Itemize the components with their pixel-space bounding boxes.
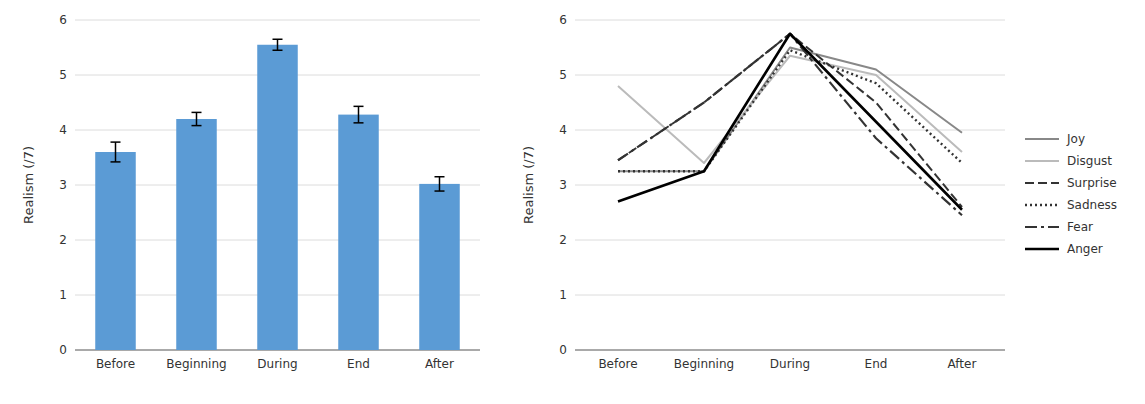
bar xyxy=(419,184,460,350)
error-cap xyxy=(273,50,283,52)
line xyxy=(618,34,962,210)
grid-line xyxy=(575,20,1005,21)
error-stem xyxy=(196,112,198,125)
x-tick-label: Before xyxy=(96,357,135,371)
line xyxy=(618,48,962,172)
x-tick-label: During xyxy=(257,357,297,371)
chart-container: 0 1 2 3 4 5 6 Before Beginning During End After Real… xyxy=(0,0,1145,404)
y-tick-label: 4 xyxy=(559,123,567,137)
error-stem xyxy=(358,106,360,123)
panel: 0 1 2 3 4 5 6 Before Beginning During End After Real… xyxy=(21,13,480,371)
y-tick-label: 2 xyxy=(59,233,67,247)
line xyxy=(618,34,962,216)
error-cap xyxy=(435,190,445,192)
grid-line xyxy=(575,185,1005,186)
grid-line xyxy=(575,130,1005,131)
y-tick-label: 1 xyxy=(59,288,67,302)
error-bar xyxy=(192,112,202,125)
grid-line xyxy=(575,240,1005,241)
marks xyxy=(95,39,460,350)
legend-swatch xyxy=(1025,160,1059,162)
legend-label: Fear xyxy=(1067,220,1093,234)
y-tick-label: 0 xyxy=(559,343,567,357)
x-tick-label: After xyxy=(425,357,454,371)
legend-swatch xyxy=(1025,182,1059,184)
panel: 0 1 2 3 4 5 6 Before Beginning During End After Real… xyxy=(521,13,1117,371)
y-tick-label: 5 xyxy=(559,68,567,82)
legend-swatch xyxy=(1025,248,1059,251)
legend: Joy Disgust Surprise Sadness Fear Anger xyxy=(1025,132,1117,256)
error-cap xyxy=(435,176,445,178)
y-tick-label: 1 xyxy=(559,288,567,302)
error-cap xyxy=(192,112,202,114)
error-stem xyxy=(115,142,117,162)
legend-label: Joy xyxy=(1066,132,1085,146)
error-bar xyxy=(111,142,121,162)
bar xyxy=(338,115,379,350)
x-tick-label: End xyxy=(865,357,888,371)
y-tick-label: 0 xyxy=(59,343,67,357)
grid-line xyxy=(75,20,480,21)
y-tick-label: 3 xyxy=(559,178,567,192)
error-cap xyxy=(354,122,364,124)
grid-line xyxy=(575,295,1005,296)
y-axis-label: Realism (/7) xyxy=(521,146,536,224)
legend-label: Sadness xyxy=(1067,198,1117,212)
x-tick-label: Before xyxy=(598,357,637,371)
error-cap xyxy=(111,161,121,163)
legend-label: Surprise xyxy=(1067,176,1117,190)
x-tick-label: During xyxy=(770,357,810,371)
x-tick-label: After xyxy=(948,357,977,371)
legend-label: Anger xyxy=(1067,242,1103,256)
y-axis-label: Realism (/7) xyxy=(21,146,36,224)
error-cap xyxy=(111,141,121,143)
error-cap xyxy=(354,106,364,108)
y-tick-label: 5 xyxy=(59,68,67,82)
error-stem xyxy=(439,177,441,191)
x-tick-label: Beginning xyxy=(166,357,226,371)
bar xyxy=(176,119,217,350)
legend-swatch xyxy=(1025,138,1059,140)
x-axis-line xyxy=(575,350,1005,351)
legend-swatch xyxy=(1025,204,1059,206)
grid-line xyxy=(575,75,1005,76)
legend-swatch xyxy=(1025,226,1059,228)
line xyxy=(618,34,962,207)
y-tick-label: 6 xyxy=(59,13,67,27)
bar xyxy=(95,152,136,350)
y-tick-label: 3 xyxy=(59,178,67,192)
bar xyxy=(257,45,298,350)
legend-label: Disgust xyxy=(1067,154,1112,168)
y-tick-label: 2 xyxy=(559,233,567,247)
y-tick-label: 4 xyxy=(59,123,67,137)
error-cap xyxy=(192,125,202,127)
x-tick-label: End xyxy=(347,357,370,371)
line xyxy=(618,50,962,171)
x-tick-label: Beginning xyxy=(674,357,734,371)
error-cap xyxy=(273,39,283,41)
line xyxy=(618,56,962,163)
y-tick-label: 6 xyxy=(559,13,567,27)
grid-line xyxy=(575,350,1005,351)
error-bar xyxy=(354,106,364,123)
error-bar xyxy=(273,39,283,50)
marks xyxy=(618,34,962,216)
error-bar xyxy=(435,177,445,191)
error-stem xyxy=(277,39,279,50)
chart-svg: 0 1 2 3 4 5 6 Before Beginning During End After Real… xyxy=(0,0,1145,404)
